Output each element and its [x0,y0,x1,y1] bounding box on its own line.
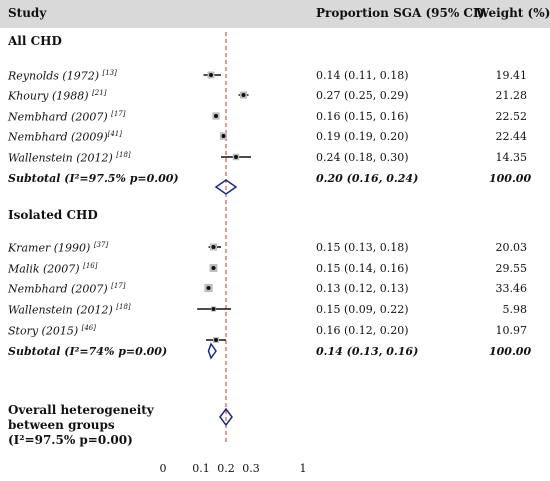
point-estimate [211,307,216,311]
study-label: Malik (2007) [16] [8,262,98,276]
subtotal-weight: 100.00 [489,172,532,185]
study-ref: [21] [92,89,107,97]
point-estimate [209,73,213,77]
study-ci: 0.24 (0.18, 0.30) [316,151,409,164]
overall-line-2: between groups [8,418,115,432]
study-label: Wallenstein (2012) [18] [8,303,131,317]
study-label: Reynolds (1972) [13] [8,69,117,83]
study-ci: 0.27 (0.25, 0.29) [316,89,409,102]
study-weight: 29.55 [495,262,528,275]
subtotal-weight: 100.00 [489,345,532,358]
point-estimate [221,134,226,138]
x-tick-label: 0 [160,462,167,475]
overall-heterogeneity-label: Overall heterogeneity between groups (I²… [8,403,154,448]
study-ref: [13] [102,69,117,77]
study-ref: [18] [116,151,131,159]
group-title-all-chd: All CHD [8,34,62,48]
subtotal-ci: 0.14 (0.13, 0.16) [316,345,419,358]
weight-column-header: Weight (%) [476,6,550,20]
overall-diamond [219,407,233,427]
ci-column-header: Proportion SGA (95% CI) [316,6,485,20]
subtotal-label: Subtotal (I²=74% p=0.00) [8,345,168,358]
study-weight: 22.52 [495,110,528,123]
study-weight: 14.35 [495,151,528,164]
point-estimate [211,266,216,270]
point-estimate [241,93,246,97]
subtotal-diamond [207,342,217,360]
study-ci: 0.13 (0.12, 0.13) [316,282,409,295]
study-ci: 0.16 (0.12, 0.20) [316,324,409,337]
x-tick-label: 0.1 [192,462,210,475]
overall-line-3: (I²=97.5% p=0.00) [8,433,133,447]
study-ref: [17] [111,282,126,290]
study-ci: 0.15 (0.13, 0.18) [316,241,409,254]
study-ref: [18] [116,303,131,311]
study-weight: 10.97 [495,324,528,337]
point-estimate [214,114,218,118]
overall-line-1: Overall heterogeneity [8,403,154,417]
study-weight: 33.46 [495,282,528,295]
subtotal-diamond [214,179,238,195]
subtotal-label: Subtotal (I²=97.5% p=0.00) [8,172,179,185]
study-column-header: Study [8,6,47,20]
group-title-isolated-chd: Isolated CHD [8,208,98,222]
study-ref: [17] [111,110,126,118]
study-ref: [37] [93,241,109,249]
study-label: Story (2015) [46] [8,324,96,338]
study-ci: 0.14 (0.11, 0.18) [316,69,409,82]
study-label: Nembhard (2009)[41] [8,130,122,144]
x-tick-label: 1 [300,462,307,475]
study-weight: 5.98 [502,303,528,316]
study-label: Nembhard (2007) [17] [8,110,126,124]
study-label: Kramer (1990) [37] [8,241,109,255]
study-weight: 22.44 [495,130,528,143]
study-ci: 0.16 (0.15, 0.16) [316,110,409,123]
study-ci: 0.15 (0.14, 0.16) [316,262,409,275]
x-tick-label: 0.2 [217,462,235,475]
study-label: Nembhard (2007) [17] [8,282,126,296]
study-label: Khoury (1988) [21] [8,89,107,103]
study-weight: 19.41 [495,69,528,82]
point-estimate [211,245,216,249]
study-weight: 21.28 [495,89,528,102]
study-ci: 0.15 (0.09, 0.22) [316,303,409,316]
point-estimate [214,338,218,342]
study-label: Wallenstein (2012) [18] [8,151,131,165]
study-ci: 0.19 (0.19, 0.20) [316,130,409,143]
study-ref: [41] [107,130,122,138]
study-ref: [16] [83,262,98,270]
study-ref: [46] [81,324,96,332]
point-estimate [206,286,211,290]
study-weight: 20.03 [495,241,528,254]
header-bar [0,0,550,28]
subtotal-ci: 0.20 (0.16, 0.24) [316,172,419,185]
point-estimate [234,155,238,159]
x-tick-label: 0.3 [242,462,260,475]
